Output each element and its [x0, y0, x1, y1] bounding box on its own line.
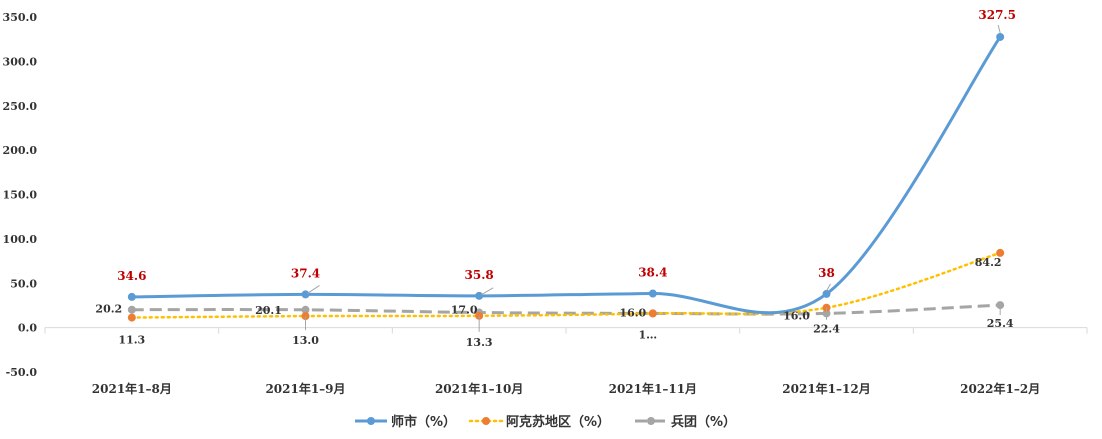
data-point-akesu	[127, 313, 136, 322]
data-point-shishi	[648, 289, 657, 298]
data-label-bingtuan: 17.0	[451, 304, 478, 317]
y-tick-label: 350.0	[3, 11, 38, 24]
data-label-shishi: 38.4	[638, 266, 667, 280]
data-label-akesu: 13.0	[292, 334, 319, 347]
x-tick-label: 2021年1–10月	[435, 381, 523, 396]
x-tick-label: 2021年1–8月	[92, 381, 172, 396]
legend-item-bingtuan: 兵团（%）	[635, 414, 736, 430]
data-label-shishi: 35.8	[465, 268, 494, 282]
data-label-shishi: 37.4	[291, 266, 320, 280]
y-tick-label: 200.0	[3, 144, 38, 157]
data-point-shishi	[996, 32, 1005, 41]
y-tick-label: 250.0	[3, 100, 38, 113]
data-point-akesu	[648, 309, 657, 318]
legend-label: 师市（%）	[391, 414, 456, 430]
series-line-bingtuan	[131, 303, 1001, 316]
x-tick-label: 2022年1–2月	[960, 381, 1040, 396]
legend-item-shishi: 师市（%）	[355, 414, 456, 430]
data-label-shishi: 34.6	[117, 269, 146, 283]
data-label-bingtuan: 16.0	[619, 306, 646, 319]
data-label-leader	[307, 285, 320, 294]
data-label-akesu: 1…	[639, 328, 658, 341]
data-point-shishi	[301, 290, 310, 299]
x-tick-label: 2021年1–11月	[609, 381, 697, 396]
data-label-bingtuan: 20.2	[95, 303, 122, 316]
legend-label: 兵团（%）	[671, 414, 736, 430]
data-label-bingtuan: 20.1	[255, 304, 282, 317]
data-label-shishi: 327.5	[978, 8, 1016, 22]
legend-item-akesu: 阿克苏地区（%）	[468, 414, 610, 430]
y-tick-label: 150.0	[3, 189, 38, 202]
data-point-shishi	[127, 292, 136, 301]
data-label-bingtuan: 25.4	[987, 317, 1014, 330]
legend-marker	[367, 417, 375, 425]
data-label-leader	[997, 24, 1001, 34]
data-point-akesu	[996, 248, 1005, 257]
data-label-bingtuan: 16.0	[783, 309, 810, 322]
data-label-akesu: 13.3	[466, 336, 493, 349]
legend-marker	[482, 417, 490, 425]
data-label-akesu: 22.4	[813, 323, 840, 336]
data-point-shishi	[475, 291, 484, 300]
data-label-leader	[480, 287, 494, 296]
data-label-leader	[826, 283, 831, 292]
data-point-bingtuan	[301, 305, 310, 314]
data-point-shishi	[822, 289, 831, 298]
y-tick-label: 100.0	[3, 233, 38, 246]
data-label-akesu: 11.3	[118, 334, 145, 347]
data-point-bingtuan	[996, 301, 1005, 310]
data-label-shishi: 38	[818, 266, 835, 280]
legend-marker	[647, 417, 655, 425]
y-tick-label: -50.0	[6, 366, 38, 379]
data-point-bingtuan	[127, 305, 136, 314]
x-tick-label: 2021年1–12月	[782, 381, 870, 396]
y-tick-label: 50.0	[10, 277, 37, 290]
series-line-shishi	[131, 36, 1002, 315]
y-tick-label: 0.0	[18, 322, 37, 335]
x-tick-label: 2021年1–9月	[265, 381, 345, 396]
legend-label: 阿克苏地区（%）	[506, 414, 610, 430]
series-line-akesu	[130, 251, 1002, 319]
y-tick-label: 300.0	[3, 55, 38, 68]
data-label-akesu: 84.2	[975, 256, 1002, 269]
